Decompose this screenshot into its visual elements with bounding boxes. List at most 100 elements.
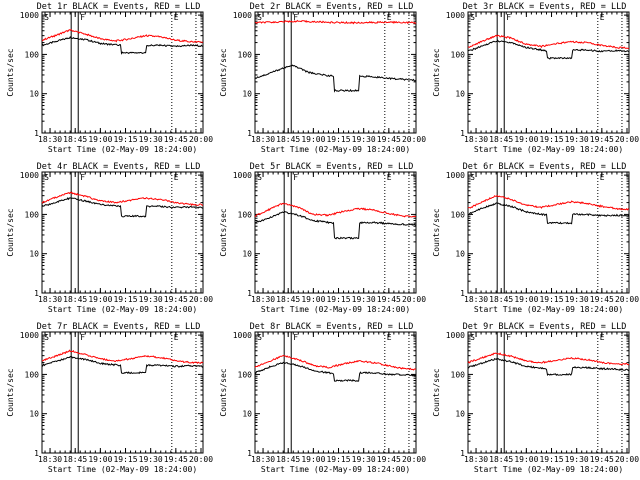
y-tick-label: 100 (238, 50, 253, 59)
x-tick-label: 19:00 (88, 135, 112, 144)
y-tick-label: 100 (25, 210, 40, 219)
x-tick-label: 19:45 (377, 135, 401, 144)
detector-panel-9: Det 9r BLACK = Events, RED = LLD 1 10 100 10… (426, 320, 639, 480)
y-axis-label: Counts/sec (219, 368, 228, 416)
x-axis-label: Start Time (02-May-09 18:24:00) (48, 305, 197, 314)
x-tick-label: 19:15 (326, 135, 350, 144)
x-tick-label: 19:30 (352, 295, 376, 304)
x-tick-label: 19:15 (113, 455, 137, 464)
marker-label: F (506, 333, 511, 342)
detector-panel-6: Det 6r BLACK = Events, RED = LLD 1 10 100 10… (426, 160, 639, 320)
y-tick-label: 10 (242, 250, 252, 259)
x-axis-label: Start Time (02-May-09 18:24:00) (48, 145, 197, 154)
chart-title: Det 5r BLACK = Events, RED = LLD (250, 162, 414, 172)
marker-label: S (257, 13, 262, 22)
lld-series-line (254, 19, 417, 25)
detector-chart-1: Det 1r BLACK = Events, RED = LLD 1 10 100 10… (6, 2, 213, 154)
x-tick-label: 19:00 (301, 455, 325, 464)
x-tick-label: 19:15 (539, 135, 563, 144)
events-series-line (254, 64, 417, 93)
y-tick-label: 1000 (20, 171, 39, 180)
marker-label: E (600, 333, 605, 342)
detector-chart-8: Det 8r BLACK = Events, RED = LLD 1 10 100 10… (219, 322, 426, 474)
x-tick-label: 18:45 (276, 135, 300, 144)
x-axis-label: Start Time (02-May-09 18:24:00) (48, 465, 197, 474)
y-tick-label: 1000 (20, 331, 39, 340)
y-tick-label: 10 (29, 410, 39, 419)
detector-chart-9: Det 9r BLACK = Events, RED = LLD 1 10 100 10… (432, 322, 639, 474)
x-tick-label: 18:45 (276, 295, 300, 304)
detector-chart-2: Det 2r BLACK = Events, RED = LLD 1 10 100 10… (219, 2, 426, 154)
x-tick-label: 20:00 (615, 295, 639, 304)
lld-series-line (467, 34, 630, 50)
x-axis-label: Start Time (02-May-09 18:24:00) (261, 145, 410, 154)
marker-label: S (470, 13, 475, 22)
events-series-line (255, 211, 417, 240)
marker-label: F (293, 333, 298, 342)
x-axis-label: Start Time (02-May-09 18:24:00) (474, 305, 623, 314)
plot-frame (41, 11, 204, 134)
lld-series-line (467, 352, 630, 366)
x-tick-label: 18:30 (251, 135, 275, 144)
x-tick-label: 18:30 (38, 295, 62, 304)
x-axis-label: Start Time (02-May-09 18:24:00) (474, 465, 623, 474)
x-tick-label: 19:00 (301, 135, 325, 144)
x-tick-label: 19:45 (590, 135, 614, 144)
x-tick-label: 18:45 (489, 135, 513, 144)
marker-label: S (470, 333, 475, 342)
x-tick-label: 19:45 (164, 135, 188, 144)
x-tick-label: 19:30 (139, 135, 163, 144)
chart-title: Det 4r BLACK = Events, RED = LLD (37, 162, 201, 172)
y-tick-label: 10 (455, 410, 465, 419)
y-tick-label: 100 (451, 50, 466, 59)
x-tick-label: 19:15 (113, 135, 137, 144)
detector-panel-3: Det 3r BLACK = Events, RED = LLD 1 10 100 10… (426, 0, 639, 160)
plot-frame (254, 171, 417, 294)
y-tick-label: 1 (247, 129, 252, 138)
x-tick-label: 19:15 (326, 295, 350, 304)
plot-frame (254, 11, 417, 134)
y-tick-label: 100 (25, 370, 40, 379)
marker-label: S (470, 173, 475, 182)
marker-label: S (44, 13, 49, 22)
y-tick-label: 1 (460, 449, 465, 458)
detector-chart-6: Det 6r BLACK = Events, RED = LLD 1 10 100 10… (432, 162, 639, 314)
y-tick-label: 1 (247, 449, 252, 458)
y-tick-label: 1000 (233, 171, 252, 180)
marker-label: E (387, 173, 392, 182)
events-series-line (467, 357, 630, 377)
marker-label: S (44, 333, 49, 342)
x-tick-label: 19:30 (139, 295, 163, 304)
x-tick-label: 18:45 (489, 455, 513, 464)
events-series-line (467, 202, 630, 225)
chart-title: Det 1r BLACK = Events, RED = LLD (37, 2, 201, 12)
marker-label: E (600, 173, 605, 182)
marker-label: F (293, 13, 298, 22)
x-tick-label: 19:45 (377, 455, 401, 464)
marker-label: F (80, 173, 85, 182)
x-tick-label: 20:00 (615, 135, 639, 144)
lld-series-line (41, 349, 204, 364)
marker-label: E (174, 333, 179, 342)
x-tick-label: 18:30 (464, 455, 488, 464)
x-axis-label: Start Time (02-May-09 18:24:00) (261, 305, 410, 314)
plot-frame (41, 331, 204, 454)
y-axis-label: Counts/sec (6, 48, 15, 96)
detector-panel-5: Det 5r BLACK = Events, RED = LLD 1 10 100 10… (213, 160, 426, 320)
y-tick-label: 100 (451, 370, 466, 379)
plot-frame (254, 331, 417, 454)
lld-series-line (41, 28, 204, 43)
detector-panel-4: Det 4r BLACK = Events, RED = LLD 1 10 100 10… (0, 160, 213, 320)
y-tick-label: 10 (242, 410, 252, 419)
x-tick-label: 19:45 (590, 455, 614, 464)
y-tick-label: 1 (460, 289, 465, 298)
detector-chart-3: Det 3r BLACK = Events, RED = LLD 1 10 100 10… (432, 2, 639, 154)
x-axis-label: Start Time (02-May-09 18:24:00) (261, 465, 410, 474)
y-axis-label: Counts/sec (432, 48, 441, 96)
x-tick-label: 19:30 (352, 455, 376, 464)
x-tick-label: 19:00 (514, 295, 538, 304)
marker-label: F (80, 333, 85, 342)
x-tick-label: 20:00 (402, 295, 426, 304)
x-tick-label: 19:45 (164, 455, 188, 464)
marker-label: F (506, 13, 511, 22)
